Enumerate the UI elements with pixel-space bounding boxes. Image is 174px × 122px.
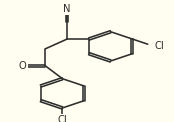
Text: N: N	[63, 4, 71, 14]
Text: Cl: Cl	[154, 41, 164, 51]
Text: O: O	[19, 61, 27, 71]
Text: Cl: Cl	[58, 115, 67, 122]
